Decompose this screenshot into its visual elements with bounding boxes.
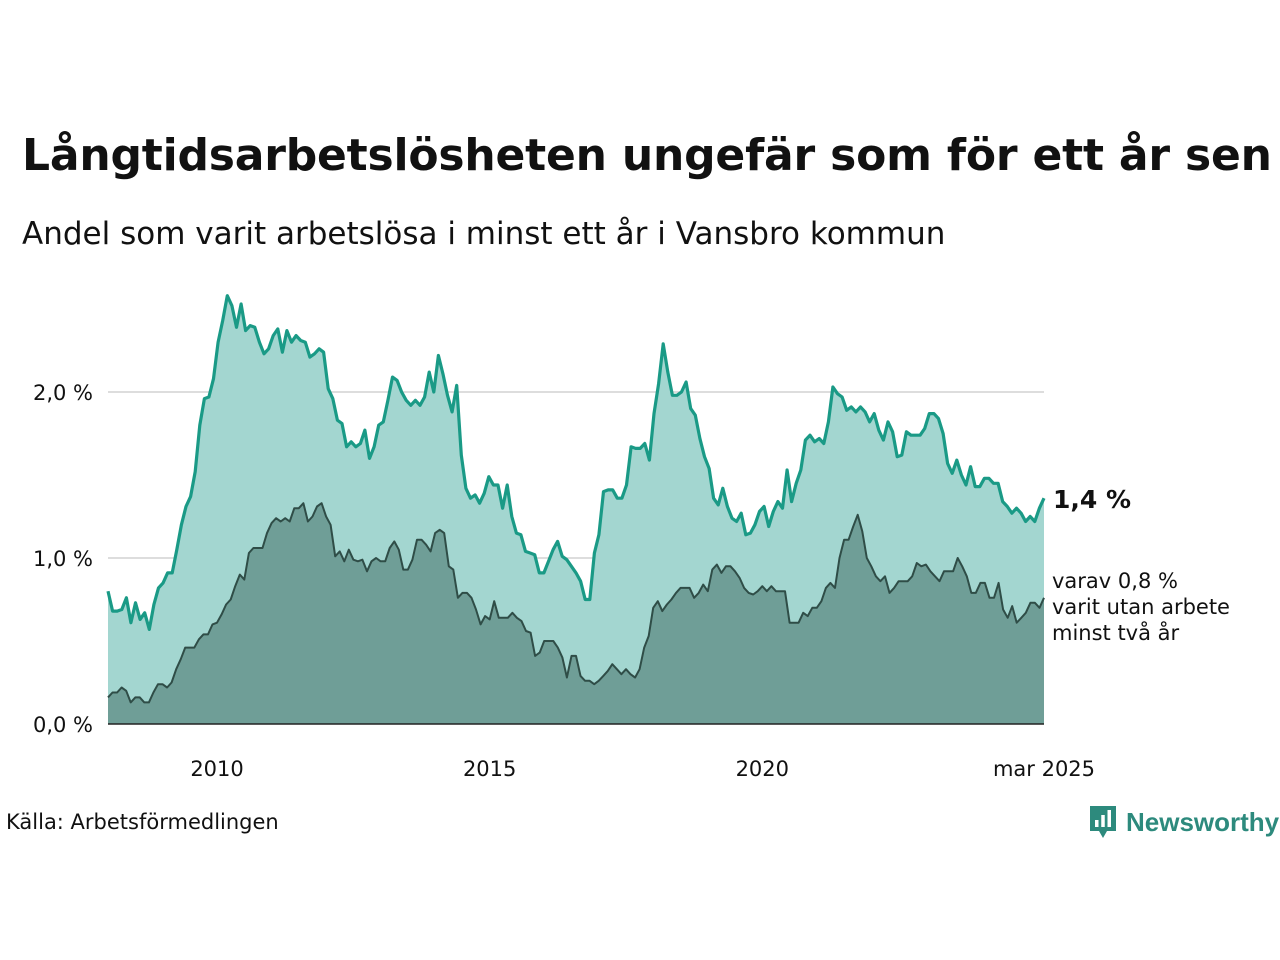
source-note: Källa: Arbetsförmedlingen — [6, 810, 279, 834]
series-line-long-term — [106, 294, 1046, 631]
series-areas — [106, 294, 1046, 725]
x-tick-label-3: mar 2025 — [993, 757, 1095, 780]
logo-text: Newsworthy — [1126, 806, 1280, 837]
y-tick-label-0: 0,0 % — [33, 713, 93, 737]
area-chart: 0,0 % 1,0 % 2,0 % 2010 2015 2020 mar 2025 1,4… — [33, 294, 1230, 780]
y-tick-label-2: 2,0 % — [33, 381, 93, 405]
chart-title: Långtidsarbetslösheten ungefär som för e… — [22, 130, 1272, 181]
series-line-two-year — [107, 502, 1045, 704]
x-axis-ticks: 2010 2015 2020 mar 2025 — [190, 757, 1095, 780]
x-tick-label-0: 2010 — [190, 757, 243, 780]
x-tick-label-2: 2020 — [736, 757, 789, 780]
newsworthy-logo[interactable]: Newsworthy — [1088, 804, 1279, 840]
x-tick-label-1: 2015 — [463, 757, 516, 780]
sub-label-line-3: minst två år — [1052, 620, 1180, 645]
sub-label-line-2: varit utan arbete — [1052, 595, 1230, 619]
chart-subtitle: Andel som varit arbetslösa i minst ett å… — [22, 216, 946, 252]
y-axis-ticks: 0,0 % 1,0 % 2,0 % — [33, 381, 93, 737]
sub-label-line-1: varav 0,8 % — [1052, 569, 1178, 593]
y-tick-label-1: 1,0 % — [33, 547, 93, 571]
end-value-label: 1,4 % — [1053, 485, 1131, 514]
newsworthy-logo-icon — [1090, 806, 1116, 838]
